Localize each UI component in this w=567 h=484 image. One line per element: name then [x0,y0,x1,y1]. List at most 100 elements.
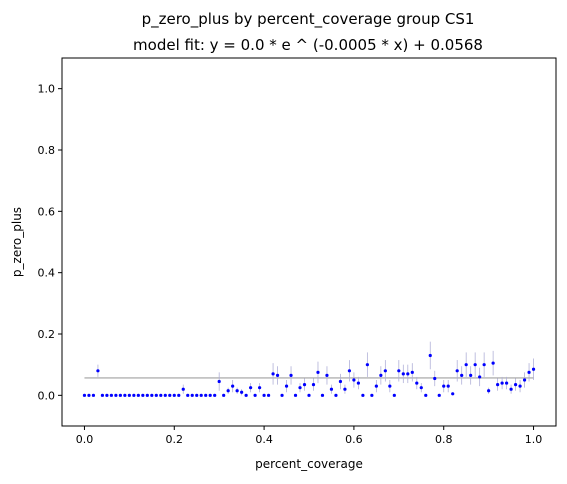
data-point [356,381,360,385]
data-point [406,372,410,376]
data-point [379,373,383,377]
data-point [392,393,396,397]
y-axis-label: p_zero_plus [10,207,24,277]
y-tick-label: 0.6 [38,205,56,218]
data-point [325,373,329,377]
data-point [208,393,212,397]
data-point [442,384,446,388]
data-point [419,386,423,390]
x-tick-label: 0.0 [76,433,94,446]
data-point [374,384,378,388]
data-point [487,389,491,393]
data-point [253,393,257,397]
data-point [329,387,334,391]
data-point [509,387,513,391]
data-point [316,370,320,374]
data-point [100,393,105,397]
x-tick-label: 0.8 [435,433,453,446]
x-tick-label: 0.6 [345,433,363,446]
data-point [141,393,145,397]
data-point [437,393,441,397]
data-point [415,381,419,385]
data-point [334,393,338,397]
data-point [289,373,293,377]
data-point [280,393,284,397]
data-point [401,372,405,376]
data-point [482,363,486,367]
data-point [428,353,432,358]
data-point [505,381,509,385]
data-point [91,393,96,397]
data-point [150,393,154,397]
data-point [199,393,203,397]
data-point [195,393,199,397]
data-point [522,378,527,382]
data-point [136,393,140,397]
data-point [96,369,100,373]
data-point [258,386,262,390]
data-point [361,393,365,397]
data-point [235,389,239,393]
data-point [181,387,185,391]
data-point [145,393,149,397]
y-tick-label: 0.2 [38,328,56,341]
data-point [370,393,374,397]
y-tick-label: 0.8 [38,144,56,157]
data-point [163,393,167,397]
data-point [177,393,181,397]
data-point [478,375,482,379]
data-point [455,369,459,373]
data-point [383,369,387,373]
data-point [531,367,536,371]
data-point [87,393,91,397]
data-point [347,369,352,373]
chart-title: p_zero_plus by percent_coverage group CS… [142,10,475,29]
data-point [518,384,522,388]
data-point [473,363,477,367]
y-tick-label: 1.0 [38,83,56,96]
data-point [343,387,347,391]
data-point [222,393,226,397]
data-point [338,379,343,384]
data-point [320,393,325,397]
data-point [154,393,158,397]
data-point [132,393,136,397]
data-point [190,393,194,397]
data-point [231,384,235,388]
data-point [298,386,302,390]
data-point [217,379,221,384]
data-point [460,373,464,377]
data-point [213,393,217,397]
data-point [397,369,401,373]
data-point [204,393,208,397]
data-point [249,386,253,390]
data-point [307,393,311,397]
data-point [433,376,437,381]
data-point [186,393,190,397]
data-point [262,393,266,397]
data-point [446,384,450,388]
data-point [127,393,131,397]
x-tick-label: 1.0 [525,433,543,446]
data-point [352,378,356,382]
x-tick-label: 0.2 [166,433,184,446]
data-point [311,383,316,387]
data-point [302,383,307,387]
plot-frame [61,57,557,427]
data-point [424,393,428,397]
x-tick-label: 0.4 [255,433,273,446]
data-point [491,361,495,365]
data-point [284,384,289,388]
data-point [271,372,275,376]
data-point [513,383,518,387]
data-point [226,389,230,393]
data-point [527,370,531,374]
x-axis-label: percent_coverage [255,457,363,471]
data-point [266,393,271,397]
data-point [168,393,172,397]
data-point [275,373,280,377]
data-point [388,384,392,388]
y-tick-label: 0.4 [38,267,56,280]
